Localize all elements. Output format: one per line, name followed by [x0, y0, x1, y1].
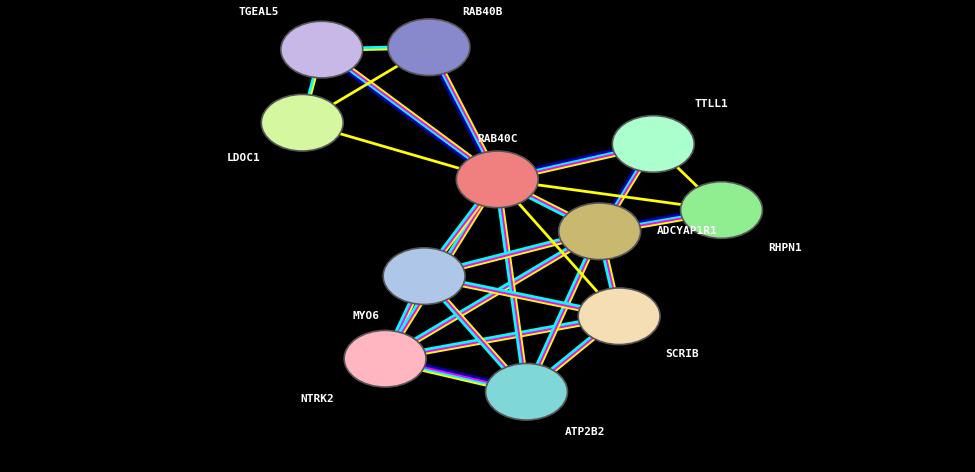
Ellipse shape — [281, 21, 363, 78]
Text: RHPN1: RHPN1 — [768, 243, 801, 253]
Text: MYO6: MYO6 — [352, 311, 379, 321]
Ellipse shape — [388, 19, 470, 76]
Ellipse shape — [612, 116, 694, 172]
Text: LDOC1: LDOC1 — [227, 153, 260, 163]
Ellipse shape — [486, 363, 567, 420]
Text: NTRK2: NTRK2 — [300, 394, 333, 404]
Text: RAB40C: RAB40C — [477, 134, 518, 144]
Ellipse shape — [344, 330, 426, 387]
Ellipse shape — [578, 288, 660, 345]
Ellipse shape — [383, 248, 465, 304]
Ellipse shape — [681, 182, 762, 238]
Text: TTLL1: TTLL1 — [695, 99, 728, 109]
Ellipse shape — [456, 151, 538, 208]
Ellipse shape — [261, 94, 343, 151]
Text: TGEAL5: TGEAL5 — [238, 7, 279, 17]
Text: RAB40B: RAB40B — [462, 7, 503, 17]
Ellipse shape — [559, 203, 641, 260]
Text: ATP2B2: ATP2B2 — [565, 427, 605, 437]
Text: SCRIB: SCRIB — [666, 349, 699, 359]
Text: ADCYAP1R1: ADCYAP1R1 — [657, 226, 718, 236]
